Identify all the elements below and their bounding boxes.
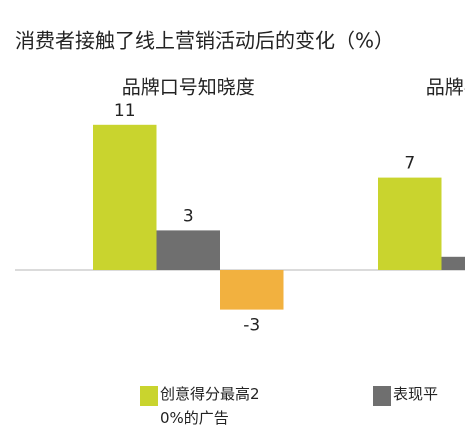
bar [220, 270, 284, 310]
chart-title: 消费者接触了线上营销活动后的变化（%） [15, 29, 394, 53]
bar [441, 256, 465, 270]
bar [378, 177, 442, 270]
legend-label: 表现平 [393, 385, 439, 403]
bar [93, 124, 157, 270]
data-label: 7 [404, 154, 415, 174]
bar [156, 230, 220, 270]
legend-swatch [140, 386, 158, 406]
category-label: 品牌口号知晓度 [122, 77, 255, 99]
data-label: -3 [243, 316, 260, 336]
legend-label: 创意得分最高20%的广告 [160, 385, 260, 427]
data-label: 11 [114, 101, 136, 121]
category-label: 品牌喜爱度 [426, 77, 465, 99]
data-label: 3 [183, 206, 194, 226]
legend-swatch [373, 386, 391, 406]
